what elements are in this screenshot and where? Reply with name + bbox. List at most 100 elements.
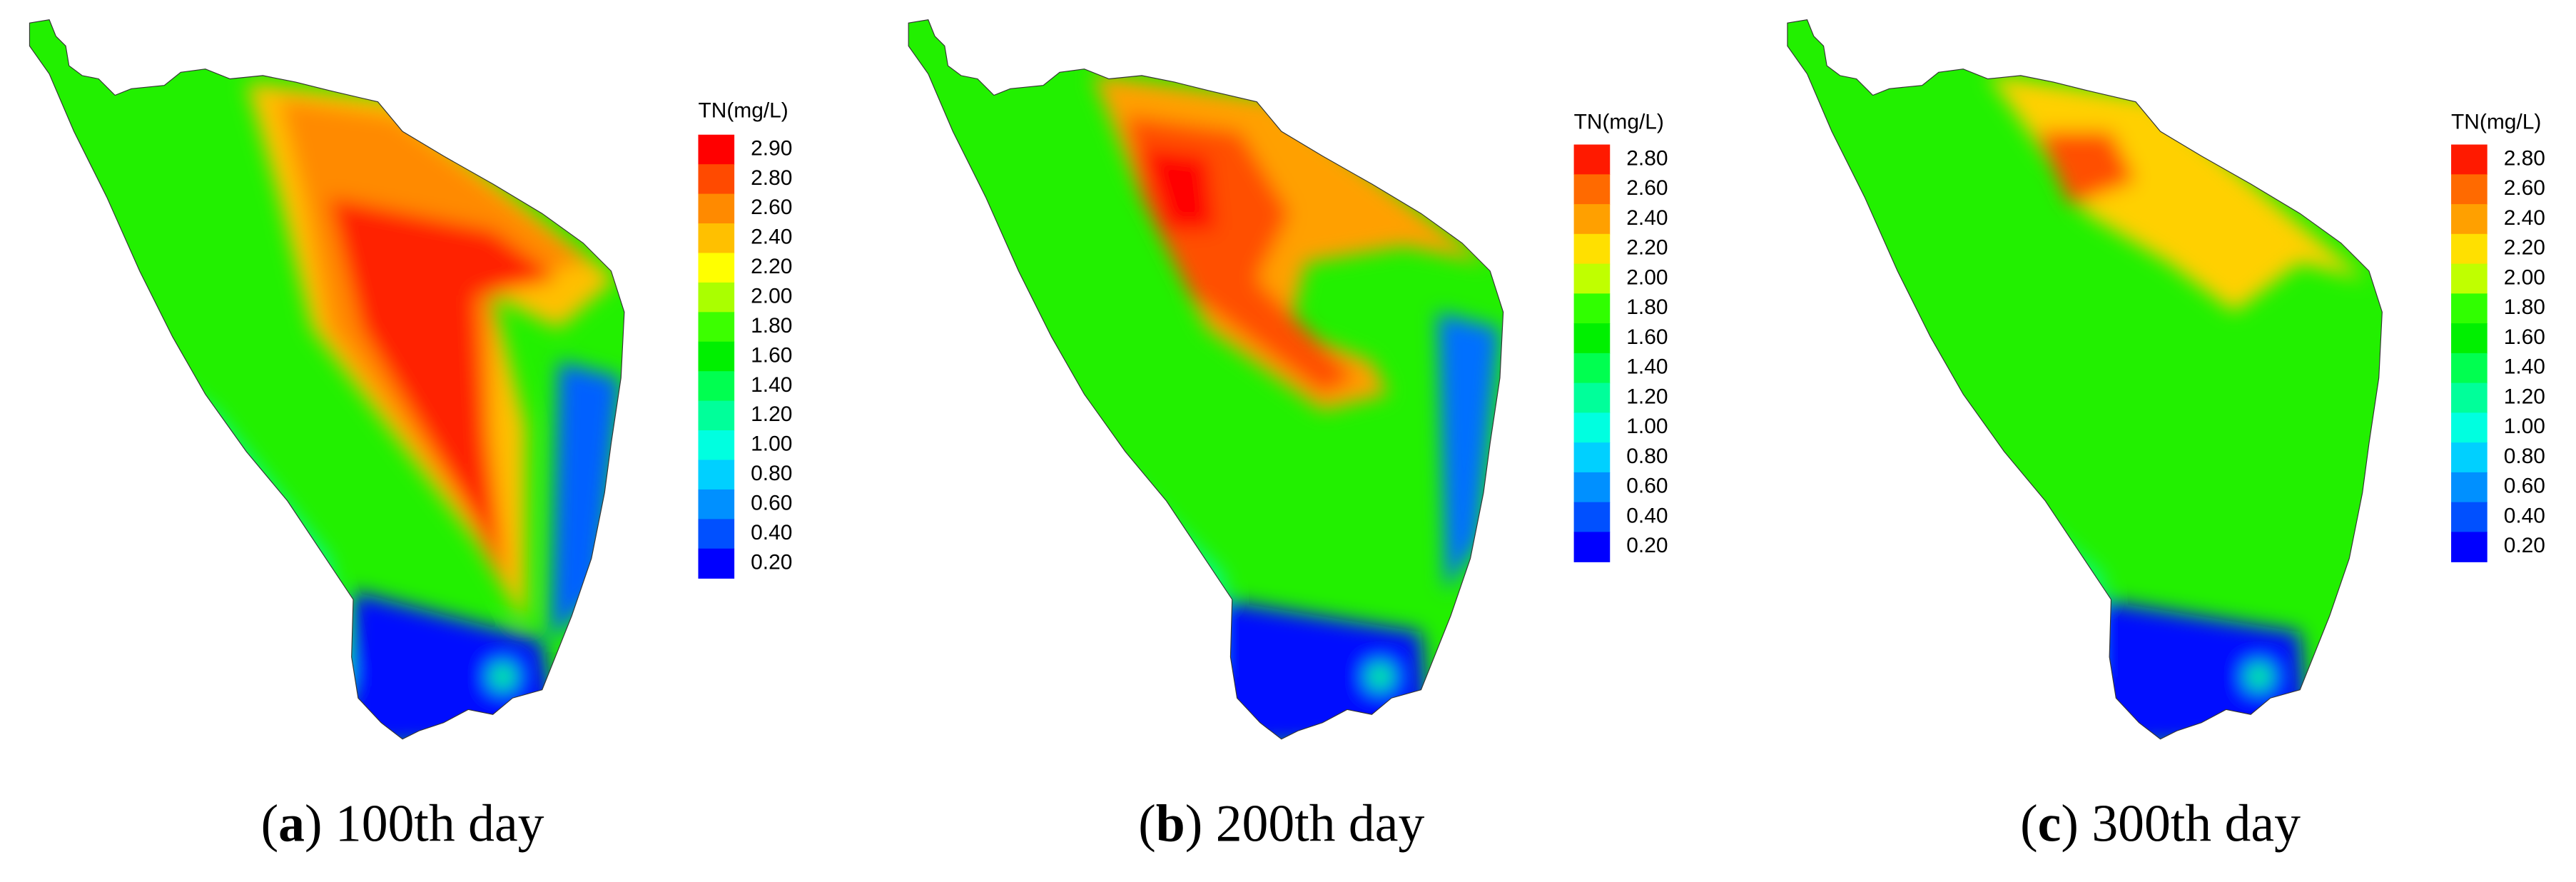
caption-part: ) 300th day (2061, 794, 2301, 852)
legend-label: 2.00 (1626, 265, 1668, 289)
legend-label: 0.60 (2504, 475, 2545, 498)
legend-swatch (2451, 412, 2488, 443)
legend-swatch (2451, 293, 2488, 324)
legend-label: 0.20 (1626, 534, 1668, 557)
legend-label: 1.20 (1626, 385, 1668, 408)
legend-label: 2.00 (2504, 265, 2545, 289)
legend-label: 0.40 (751, 521, 792, 544)
legend-label: 1.40 (1626, 355, 1668, 379)
legend-label: 2.40 (2504, 206, 2545, 230)
map-c (1786, 19, 2383, 740)
map-a (29, 19, 626, 740)
legend-label: 0.60 (751, 492, 792, 515)
legend-label: 1.00 (1626, 415, 1668, 438)
legend-swatch (2451, 204, 2488, 235)
legend-swatch (698, 253, 735, 283)
legend-swatch (2451, 233, 2488, 265)
legend-swatch (698, 282, 735, 313)
legend-swatch (1573, 502, 1611, 533)
legend-label: 2.20 (751, 255, 792, 278)
legend-swatch (698, 430, 735, 461)
legend-swatch (1573, 323, 1611, 354)
legend-label: 1.60 (751, 343, 792, 367)
legend-swatch (1573, 144, 1611, 175)
legend-swatch (1573, 382, 1611, 414)
legend-label: 2.60 (751, 196, 792, 219)
legend-label: 2.00 (751, 285, 792, 308)
legend-swatch (2451, 174, 2488, 205)
caption-part: ) 200th day (1185, 794, 1425, 852)
legend-swatch (1573, 532, 1611, 562)
legend-swatch (1573, 472, 1611, 503)
legend-swatch (698, 134, 735, 165)
legend-label: 1.40 (751, 373, 792, 397)
caption-part: ( (261, 794, 279, 852)
legend-swatch (698, 341, 735, 372)
legend-label: 1.20 (751, 402, 792, 426)
caption: (b) 200th day (1138, 794, 1424, 852)
legend-title: TN(mg/L) (2451, 111, 2541, 134)
legend-swatch (2451, 472, 2488, 503)
legend-swatch (2451, 502, 2488, 533)
caption: (c) 300th day (2020, 794, 2301, 852)
legend-label: 1.60 (2504, 325, 2545, 349)
caption-part: a (278, 794, 305, 852)
legend-swatch (1573, 412, 1611, 443)
legend-label: 2.90 (751, 136, 792, 160)
map-b (908, 19, 1504, 740)
legend-label: 2.80 (1626, 146, 1668, 170)
caption-part: ( (1138, 794, 1156, 852)
legend-swatch (698, 223, 735, 254)
legend-label: 2.60 (1626, 176, 1668, 200)
legend-label: 1.80 (2504, 295, 2545, 319)
legend-label: 2.40 (1626, 206, 1668, 230)
legend-label: 0.60 (1626, 475, 1668, 498)
legend-swatch (698, 519, 735, 549)
legend-swatch (2451, 442, 2488, 473)
legend-label: 0.20 (2504, 534, 2545, 557)
legend-swatch (698, 193, 735, 224)
caption-part: ( (2020, 794, 2038, 852)
legend-swatch (698, 489, 735, 520)
legend-label: 1.60 (1626, 325, 1668, 349)
legend-swatch (1573, 263, 1611, 295)
legend-swatch (2451, 323, 2488, 354)
legend-label: 2.40 (751, 225, 792, 249)
legend-swatch (2451, 382, 2488, 414)
legend-label: 2.60 (2504, 176, 2545, 200)
legend-swatch (698, 548, 735, 579)
legend-swatch (698, 312, 735, 343)
legend-swatch (1573, 174, 1611, 205)
legend-swatch (698, 371, 735, 402)
legend-label: 1.80 (1626, 295, 1668, 319)
caption: (a) 100th day (261, 794, 544, 852)
legend-label: 1.00 (2504, 415, 2545, 438)
legend-title: TN(mg/L) (1574, 111, 1664, 134)
legend-swatch (698, 460, 735, 490)
legend-label: 1.80 (751, 314, 792, 338)
legend-swatch (2451, 532, 2488, 562)
legend-label: 0.80 (2504, 445, 2545, 468)
legend-swatch (698, 164, 735, 195)
legend-label: 2.80 (2504, 146, 2545, 170)
legend-swatch (2451, 353, 2488, 384)
caption-part: c (2038, 794, 2062, 852)
legend-label: 1.40 (2504, 355, 2545, 379)
legend-label: 0.80 (751, 462, 792, 485)
caption-part: ) 100th day (305, 794, 544, 852)
legend-label: 0.40 (2504, 504, 2545, 527)
legend-label: 2.20 (1626, 236, 1668, 260)
legend-label: 0.80 (1626, 445, 1668, 468)
caption-part: b (1156, 794, 1185, 852)
legend-label: 0.20 (751, 550, 792, 574)
legend-label: 2.80 (751, 166, 792, 190)
legend-label: 1.20 (2504, 385, 2545, 408)
legend-swatch (1573, 293, 1611, 324)
legend-label: 1.00 (751, 432, 792, 456)
legend-swatch (1573, 233, 1611, 265)
legend-swatch (2451, 263, 2488, 295)
legend-swatch (1573, 204, 1611, 235)
legend-swatch (2451, 144, 2488, 175)
